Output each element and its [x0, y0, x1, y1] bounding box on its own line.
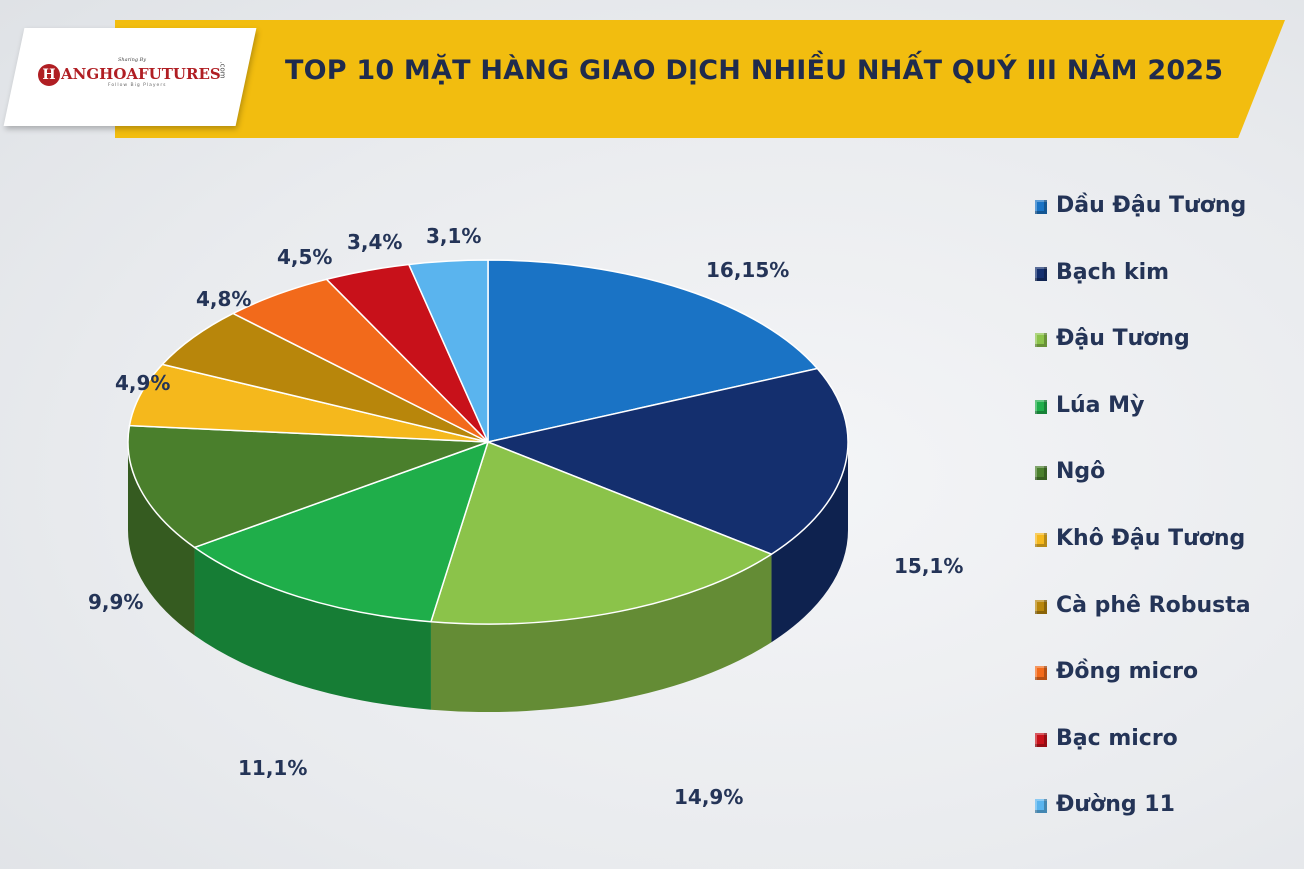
pie-slice-2	[487, 367, 849, 555]
legend-label: Khô Đậu Tương	[1056, 525, 1246, 551]
pie-sides	[128, 442, 848, 712]
slice-label-10: 3,1%	[426, 224, 481, 248]
pie-slice-10	[408, 259, 489, 443]
slice-label-1: 16,15%	[706, 258, 789, 282]
legend-swatch	[1035, 200, 1047, 214]
legend-swatch	[1035, 666, 1047, 681]
pie-slice-4	[193, 441, 489, 623]
title-banner	[115, 20, 1285, 138]
slice-label-6: 4,9%	[115, 371, 170, 395]
legend-label: Dầu Đậu Tương	[1056, 193, 1247, 218]
pie-labels: 16,15% 15,1% 14,9% 11,1% 9,9% 4,9% 4,8% 4,5% 3,4…	[88, 224, 963, 809]
legend-label: Cà phê Robusta	[1056, 592, 1251, 618]
legend-label: Đồng micro	[1056, 659, 1199, 685]
legend-label: Bạch kim	[1056, 259, 1170, 285]
legend-swatch	[1035, 466, 1047, 481]
legend-item: Đường 11	[1035, 792, 1251, 859]
pie-slice-3	[430, 441, 773, 625]
legend-swatch	[1035, 266, 1047, 281]
legend-swatch	[1035, 599, 1047, 614]
slice-label-8: 4,5%	[277, 245, 332, 269]
legend-item: Bạc micro	[1035, 726, 1251, 793]
legend-swatch	[1035, 399, 1047, 414]
legend-label: Đường 11	[1056, 792, 1175, 818]
legend-item: Bạch kim	[1035, 260, 1251, 327]
legend-item: Lúa Mỳ	[1035, 393, 1251, 460]
slice-label-3: 14,9%	[674, 785, 743, 809]
slice-label-2: 15,1%	[894, 554, 963, 578]
legend-swatch	[1035, 732, 1047, 747]
logo-tagline: Follow Big Players	[108, 83, 167, 88]
legend-swatch	[1035, 799, 1047, 814]
legend-label: Lúa Mỳ	[1056, 392, 1145, 418]
page-title: TOP 10 MẶT HÀNG GIAO DỊCH NHIỀU NHẤT QUÝ…	[285, 55, 1224, 86]
legend-item: Đậu Tương	[1035, 326, 1251, 393]
slice-label-4: 11,1%	[238, 756, 307, 780]
logo-initial: H	[38, 64, 60, 86]
legend-label: Ngô	[1056, 459, 1106, 485]
legend-swatch	[1035, 333, 1047, 348]
pie-side-4	[194, 547, 431, 710]
legend-item: Dầu Đậu Tương	[1035, 193, 1251, 260]
logo: H ANGHOAFUTURES	[38, 64, 221, 86]
logo-sharing-text: Sharing By	[118, 57, 147, 63]
legend-swatch	[1035, 532, 1047, 547]
pie-side-2	[771, 442, 848, 643]
legend-item: Khô Đậu Tương	[1035, 526, 1251, 593]
legend-label: Đậu Tương	[1056, 326, 1190, 352]
legend-item: Đồng micro	[1035, 659, 1251, 726]
legend-item: Ngô	[1035, 459, 1251, 526]
legend-item: Cà phê Robusta	[1035, 593, 1251, 660]
pie-slice-5	[127, 424, 489, 549]
slice-label-9: 3,4%	[347, 230, 402, 254]
slice-label-5: 9,9%	[88, 590, 143, 614]
legend-label: Bạc micro	[1056, 725, 1178, 751]
pie-side-5	[128, 442, 195, 636]
logo-brand: ANGHOAFUTURES	[61, 65, 221, 83]
pie-slice-1	[487, 259, 819, 443]
legend: Dầu Đậu Tương Bạch kim Đậu Tương Lúa Mỳ Ngô K…	[1035, 193, 1251, 859]
slice-label-7: 4,8%	[196, 287, 251, 311]
pie-side-3	[430, 554, 772, 712]
pie-slices	[127, 259, 849, 625]
